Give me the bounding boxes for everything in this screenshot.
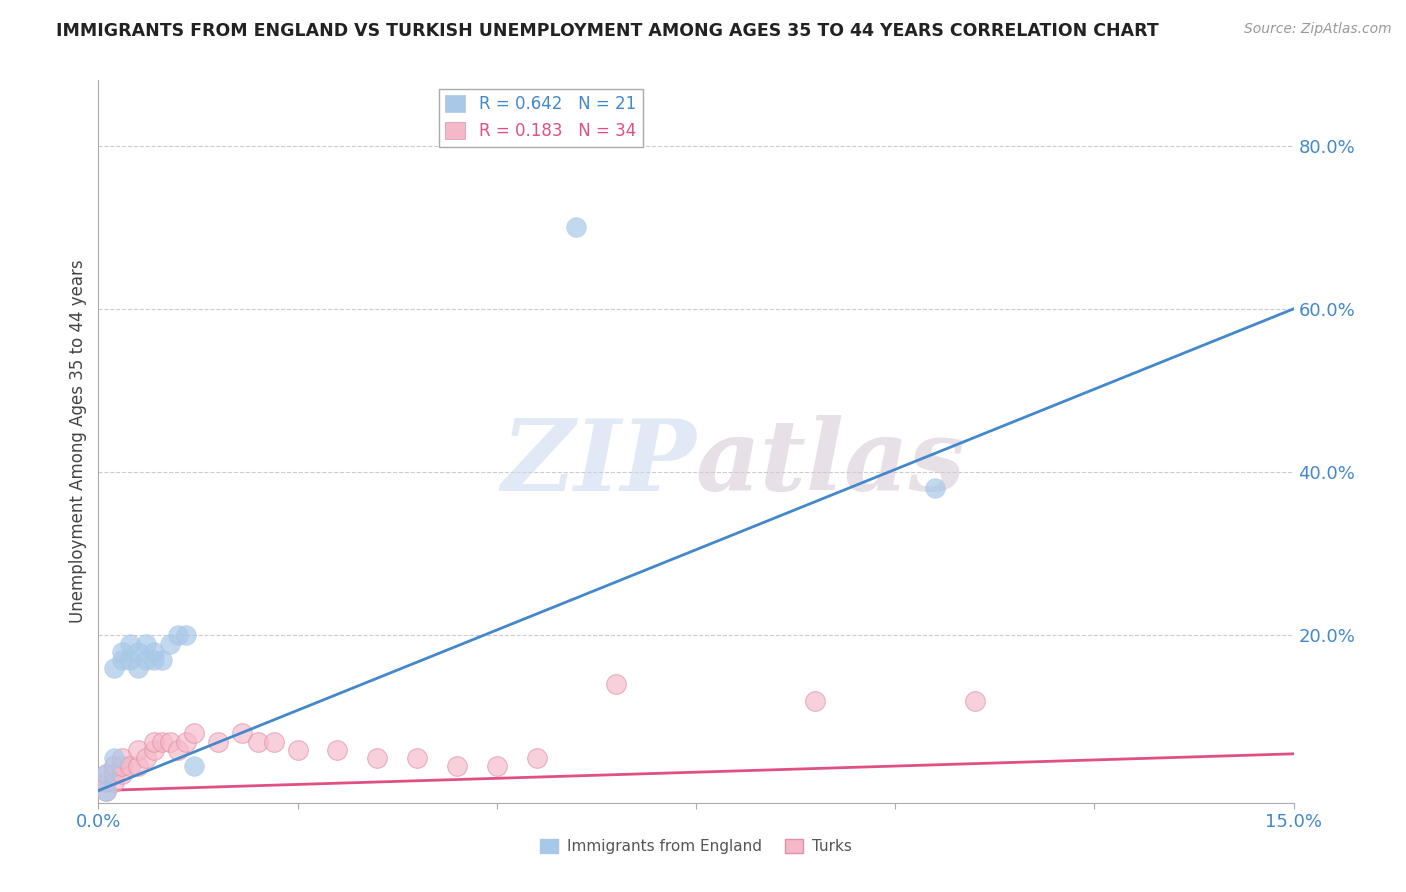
Point [565, 220, 588, 235]
Point [103, 775, 125, 789]
Point [183, 726, 205, 740]
Point [605, 677, 627, 691]
Point [263, 734, 285, 748]
Point [111, 645, 134, 659]
Point [231, 726, 253, 740]
Point [127, 661, 149, 675]
Point [246, 734, 269, 748]
Point [127, 759, 149, 773]
Y-axis label: Unemployment Among Ages 35 to 44 years: Unemployment Among Ages 35 to 44 years [69, 260, 87, 624]
Point [526, 751, 548, 765]
Point [120, 637, 142, 651]
Point [963, 694, 986, 708]
Point [167, 628, 190, 642]
Point [924, 482, 946, 496]
Point [183, 759, 205, 773]
Point [103, 751, 125, 765]
Point [159, 637, 181, 651]
Point [111, 767, 134, 781]
Point [150, 653, 173, 667]
Text: atlas: atlas [696, 415, 966, 511]
Point [143, 645, 166, 659]
Point [143, 743, 166, 757]
Point [143, 734, 166, 748]
Point [96, 783, 118, 797]
Point [103, 767, 125, 781]
Point [96, 767, 118, 781]
Point [103, 759, 125, 773]
Point [127, 645, 149, 659]
Point [287, 743, 309, 757]
Point [366, 751, 388, 765]
Point [120, 653, 142, 667]
Point [120, 759, 142, 773]
Point [446, 759, 468, 773]
Text: ZIP: ZIP [501, 415, 696, 511]
Point [111, 759, 134, 773]
Point [96, 775, 118, 789]
Point [127, 743, 149, 757]
Text: Source: ZipAtlas.com: Source: ZipAtlas.com [1244, 22, 1392, 37]
Point [96, 783, 118, 797]
Point [143, 653, 166, 667]
Point [159, 734, 181, 748]
Point [167, 743, 190, 757]
Point [135, 751, 157, 765]
Point [111, 751, 134, 765]
Point [326, 743, 349, 757]
Point [103, 661, 125, 675]
Point [174, 734, 197, 748]
Point [174, 628, 197, 642]
Point [135, 637, 157, 651]
Legend: Immigrants from England, Turks: Immigrants from England, Turks [533, 833, 859, 860]
Point [207, 734, 229, 748]
Point [135, 653, 157, 667]
Point [96, 767, 118, 781]
Point [406, 751, 429, 765]
Point [804, 694, 827, 708]
Point [485, 759, 508, 773]
Point [150, 734, 173, 748]
Text: IMMIGRANTS FROM ENGLAND VS TURKISH UNEMPLOYMENT AMONG AGES 35 TO 44 YEARS CORREL: IMMIGRANTS FROM ENGLAND VS TURKISH UNEMP… [56, 22, 1159, 40]
Point [111, 653, 134, 667]
